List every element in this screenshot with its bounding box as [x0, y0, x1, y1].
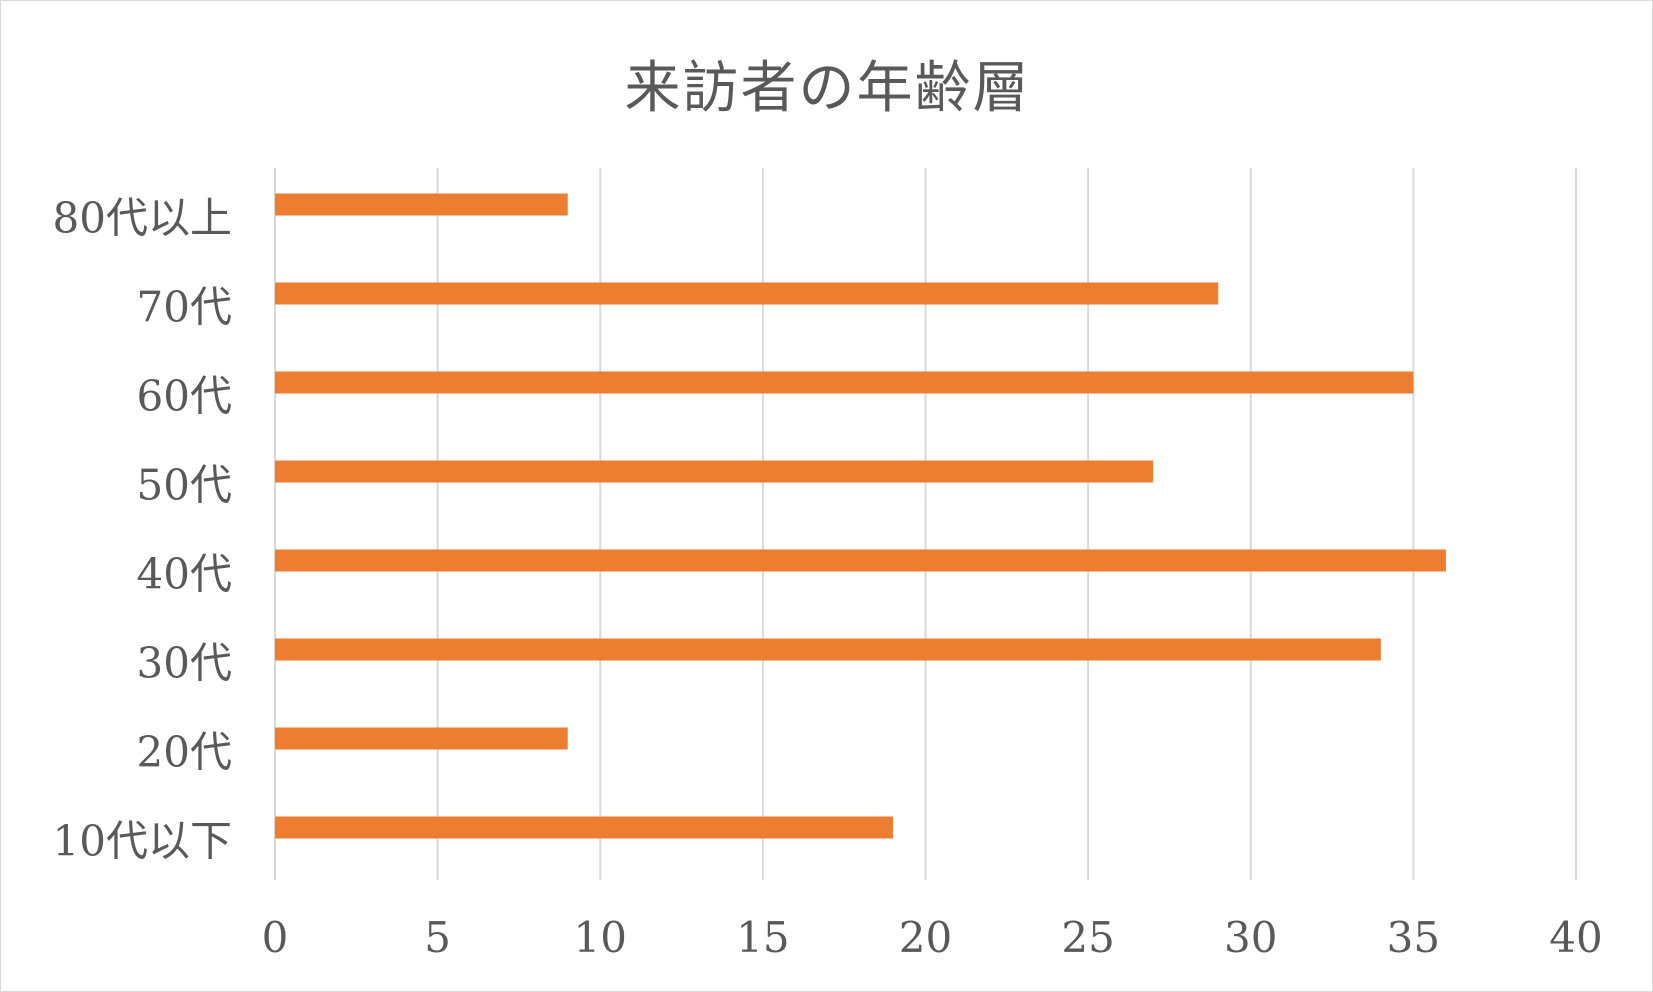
x-tick-label: 10 — [574, 913, 627, 962]
bar-6 — [275, 282, 1219, 305]
y-category-label: 10代以下 — [53, 817, 232, 866]
x-tick-label: 15 — [736, 913, 789, 962]
x-tick-label: 30 — [1224, 913, 1277, 962]
x-tick-label: 0 — [262, 913, 289, 962]
y-category-label: 60代 — [137, 372, 232, 421]
bar-4 — [275, 460, 1154, 483]
y-category-label: 80代以上 — [53, 194, 232, 243]
y-category-label: 40代 — [137, 550, 232, 599]
x-tick-label: 25 — [1061, 913, 1114, 962]
x-tick-label: 5 — [424, 913, 451, 962]
y-category-label: 50代 — [137, 461, 232, 510]
bar-1 — [275, 727, 568, 750]
x-tick-label: 40 — [1549, 913, 1602, 962]
bar-2 — [275, 638, 1381, 661]
bar-0 — [275, 816, 893, 839]
bar-7 — [275, 193, 568, 216]
chart-title: 来訪者の年齢層 — [624, 56, 1031, 121]
x-tick-label: 35 — [1387, 913, 1440, 962]
bar-5 — [275, 371, 1414, 394]
y-category-label: 70代 — [137, 283, 232, 332]
y-category-label: 20代 — [137, 728, 232, 777]
bar-3 — [275, 549, 1446, 572]
x-tick-label: 20 — [899, 913, 952, 962]
y-category-label: 30代 — [137, 639, 232, 688]
